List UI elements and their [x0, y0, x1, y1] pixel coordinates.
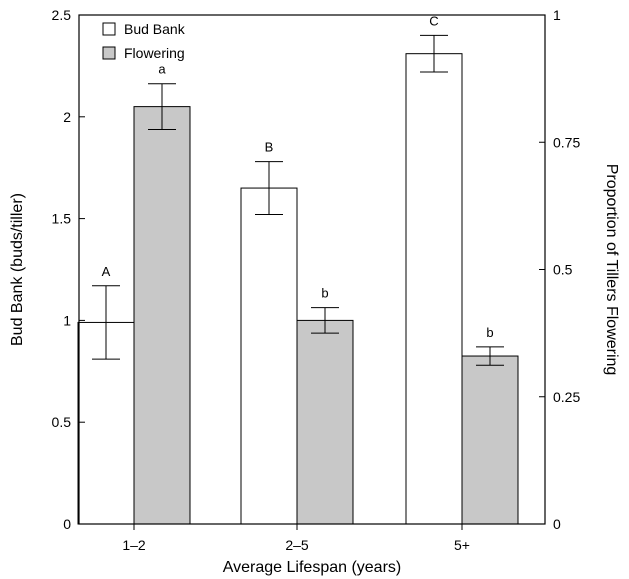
- left-tick-label: 2.5: [52, 7, 72, 23]
- legend-label: Bud Bank: [124, 21, 186, 37]
- significance-label: C: [429, 13, 438, 28]
- right-tick-label: 0.75: [553, 134, 580, 150]
- right-axis-ticks: 0 0.25 0.5 0.75 1: [539, 7, 580, 532]
- right-tick-label: 0: [553, 516, 561, 532]
- x-axis-ticks: 1–2 2–5 5+: [122, 524, 470, 553]
- right-tick-label: 0.25: [553, 389, 580, 405]
- right-tick-label: 1: [553, 7, 561, 23]
- bar-flowering: [133, 106, 191, 525]
- x-tick-label: 5+: [454, 537, 470, 553]
- bar-flowering: [296, 319, 354, 525]
- left-axis-ticks: 0 0.5 1 1.5 2 2.5: [52, 7, 85, 532]
- left-axis-title: Bud Bank (buds/tiller): [9, 193, 26, 346]
- left-tick-label: 1.5: [52, 211, 72, 227]
- bar-flowering: [461, 355, 519, 525]
- significance-label: B: [265, 140, 274, 155]
- significance-label: b: [321, 286, 328, 301]
- x-tick-label: 1–2: [122, 537, 146, 553]
- x-axis-title: Average Lifespan (years): [223, 559, 401, 576]
- significance-label: a: [158, 62, 166, 77]
- legend: Bud Bank Flowering: [102, 21, 186, 61]
- legend-label: Flowering: [124, 45, 185, 61]
- left-tick-label: 1: [63, 312, 71, 328]
- bar-bud-bank: [405, 53, 463, 525]
- legend-swatch: [102, 22, 116, 36]
- error-bars-group: [92, 34, 504, 366]
- legend-swatch: [102, 46, 116, 60]
- left-tick-label: 2: [63, 109, 71, 125]
- left-tick-label: 0: [63, 516, 71, 532]
- right-axis-title: Proportion of Tillers Flowering: [603, 164, 620, 376]
- left-tick-label: 0.5: [52, 414, 72, 430]
- bars-group: [77, 53, 519, 525]
- significance-label: b: [486, 325, 493, 340]
- significance-label: A: [102, 264, 111, 279]
- x-tick-label: 2–5: [285, 537, 309, 553]
- right-tick-label: 0.5: [553, 262, 573, 278]
- significance-labels-group: Aa Bb Cb: [102, 13, 494, 340]
- bar-bud-bank: [240, 187, 298, 525]
